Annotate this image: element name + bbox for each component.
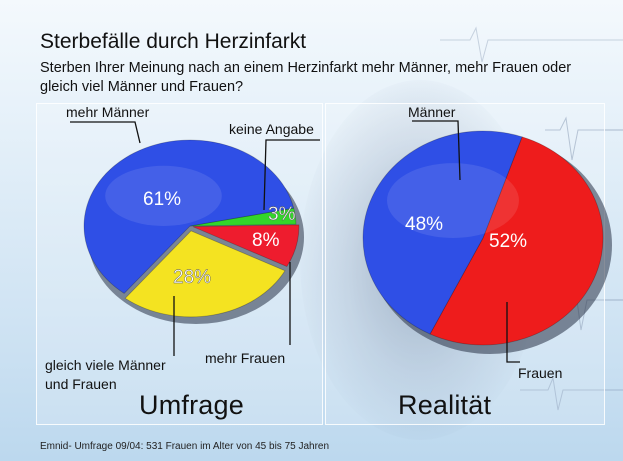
- label-gleich-viele: gleich viele Männer und Frauen: [45, 357, 170, 392]
- value-label-keine-angabe: 3%: [268, 204, 296, 225]
- value-label-maenner: 48%: [405, 214, 443, 235]
- chart-title: Sterbefälle durch Herzinfarkt: [40, 30, 307, 53]
- pie-highlight: [387, 163, 519, 238]
- label-gleich-viele-line1: gleich viele Männer: [45, 357, 166, 373]
- label-gleich-viele-line2: und Frauen: [45, 376, 117, 392]
- value-label-mehr-maenner: 61%: [143, 189, 181, 210]
- value-label-mehr-frauen: 8%: [252, 230, 280, 251]
- value-label-frauen: 52%: [489, 231, 527, 252]
- leader-line-mehr-maenner: [70, 121, 141, 144]
- source-note: Emnid- Umfrage 09/04: 531 Frauen im Alte…: [40, 441, 330, 452]
- label-mehr-frauen: mehr Frauen: [205, 350, 285, 366]
- survey-pie: [83, 139, 304, 324]
- pie-highlight: [105, 165, 222, 226]
- slice-keine-angabe: [189, 207, 297, 227]
- label-mehr-maenner: mehr Männer: [66, 104, 150, 120]
- slice-frauen: [429, 136, 604, 346]
- label-maenner: Männer: [408, 104, 456, 120]
- slice-gleich-viele: [124, 230, 286, 318]
- chart-subtitle: Sterben Ihrer Meinung nach an einem Herz…: [40, 60, 572, 95]
- leader-line-frauen: [506, 302, 520, 363]
- leader-line-keine-angabe: [263, 139, 320, 211]
- reality-pie: [362, 130, 612, 354]
- reality-caption: Realität: [398, 390, 492, 420]
- label-keine-angabe: keine Angabe: [229, 121, 314, 137]
- value-label-gleich-viele: 28%: [173, 267, 211, 288]
- slice-maenner: [362, 130, 523, 335]
- leader-line-maenner: [412, 120, 461, 181]
- label-frauen: Frauen: [518, 365, 562, 381]
- survey-caption: Umfrage: [139, 390, 244, 420]
- slice-mehr-frauen: [192, 224, 300, 268]
- slice-mehr-maenner: [83, 139, 295, 294]
